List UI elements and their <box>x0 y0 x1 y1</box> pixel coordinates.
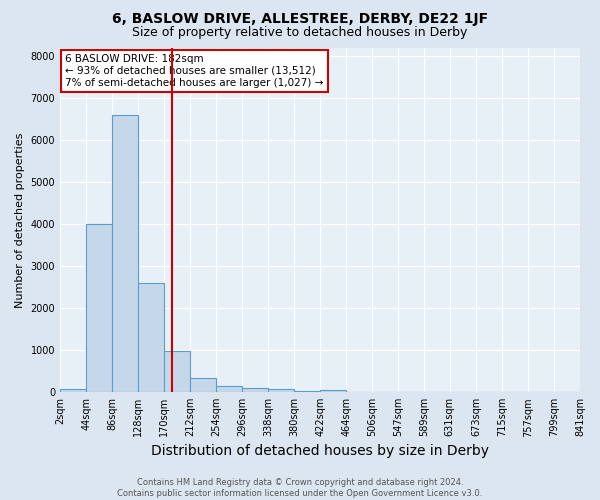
Bar <box>216 386 242 392</box>
Bar <box>164 352 190 392</box>
Bar <box>112 115 138 392</box>
Text: Size of property relative to detached houses in Derby: Size of property relative to detached ho… <box>133 26 467 39</box>
Bar <box>268 389 295 392</box>
Y-axis label: Number of detached properties: Number of detached properties <box>15 132 25 308</box>
Bar <box>138 283 164 392</box>
Bar <box>86 224 112 392</box>
Bar <box>320 390 346 392</box>
X-axis label: Distribution of detached houses by size in Derby: Distribution of detached houses by size … <box>151 444 489 458</box>
Text: 6 BASLOW DRIVE: 182sqm
← 93% of detached houses are smaller (13,512)
7% of semi-: 6 BASLOW DRIVE: 182sqm ← 93% of detached… <box>65 54 323 88</box>
Text: 6, BASLOW DRIVE, ALLESTREE, DERBY, DE22 1JF: 6, BASLOW DRIVE, ALLESTREE, DERBY, DE22 … <box>112 12 488 26</box>
Bar <box>60 389 86 392</box>
Bar <box>190 378 216 392</box>
Bar <box>242 388 268 392</box>
Bar <box>295 390 320 392</box>
Text: Contains HM Land Registry data © Crown copyright and database right 2024.
Contai: Contains HM Land Registry data © Crown c… <box>118 478 482 498</box>
